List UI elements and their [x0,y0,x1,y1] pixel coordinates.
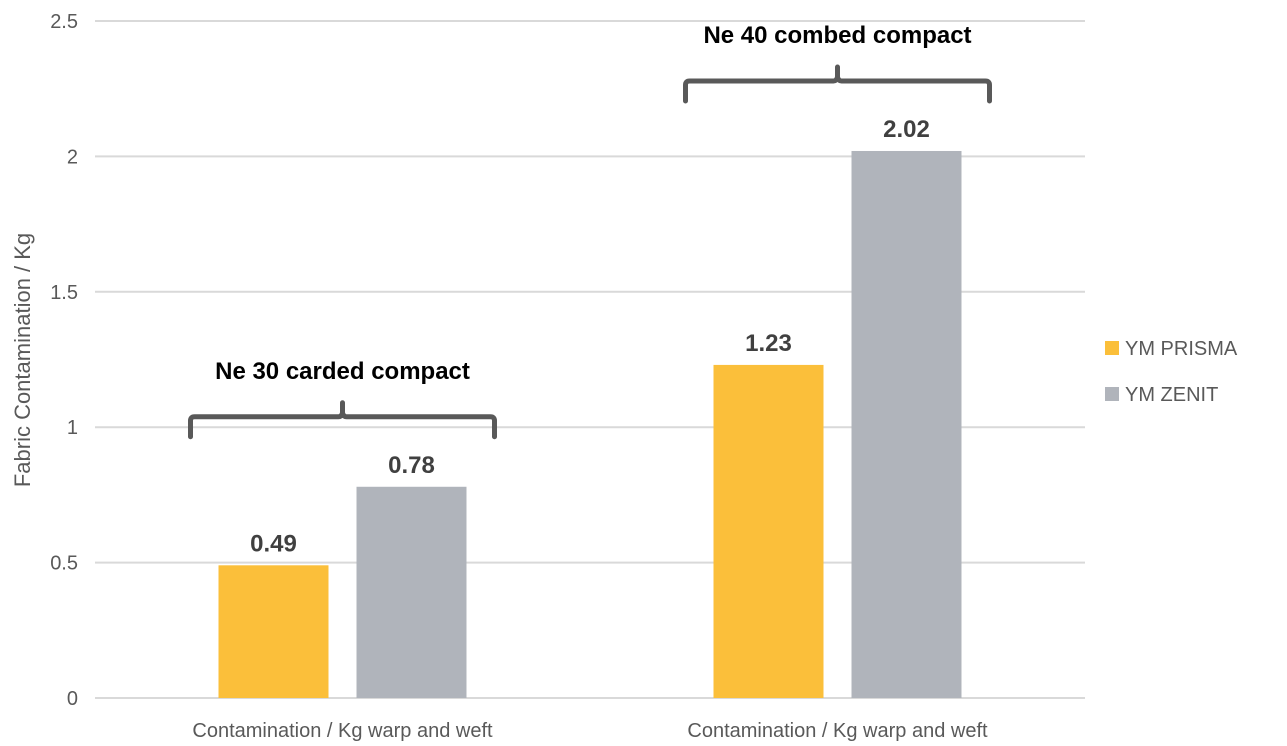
legend: YM PRISMA YM ZENIT [1105,338,1238,406]
category-labels: Contamination / Kg warp and weft Contamin… [192,720,988,742]
legend-label: YM ZENIT [1125,384,1218,406]
y-axis-ticks: 0 0.5 1 1.5 2 2.5 [50,11,78,710]
y-tick-label: 0.5 [50,553,78,575]
bar-ym-prisma-2 [713,364,824,698]
legend-swatch [1105,387,1119,401]
group-label: Ne 30 carded compact [215,358,470,385]
bars [218,150,962,698]
y-tick-label: 2.5 [50,11,78,33]
bar-ym-prisma-1 [218,565,329,698]
y-tick-label: 2 [67,146,78,168]
group-brace [683,64,992,104]
data-labels: 0.49 0.78 1.23 2.02 [250,116,930,557]
group-annotations: Ne 30 carded compact Ne 40 combed compact [188,22,992,440]
data-label: 1.23 [745,330,792,357]
y-tick-label: 0 [67,688,78,710]
y-axis-label: Fabric Contamination / Kg [10,233,35,487]
data-label: 0.49 [250,530,297,557]
group-label: Ne 40 combed compact [703,22,971,49]
legend-swatch [1105,341,1119,355]
group-brace [188,400,497,440]
bar-ym-zenit-2 [851,150,962,698]
y-tick-label: 1.5 [50,282,78,304]
y-tick-label: 1 [67,417,78,439]
data-label: 2.02 [883,116,930,143]
x-category-label: Contamination / Kg warp and weft [687,720,988,742]
data-label: 0.78 [388,452,435,479]
bar-ym-zenit-1 [356,486,467,698]
x-category-label: Contamination / Kg warp and weft [192,720,493,742]
legend-label: YM PRISMA [1125,338,1238,360]
